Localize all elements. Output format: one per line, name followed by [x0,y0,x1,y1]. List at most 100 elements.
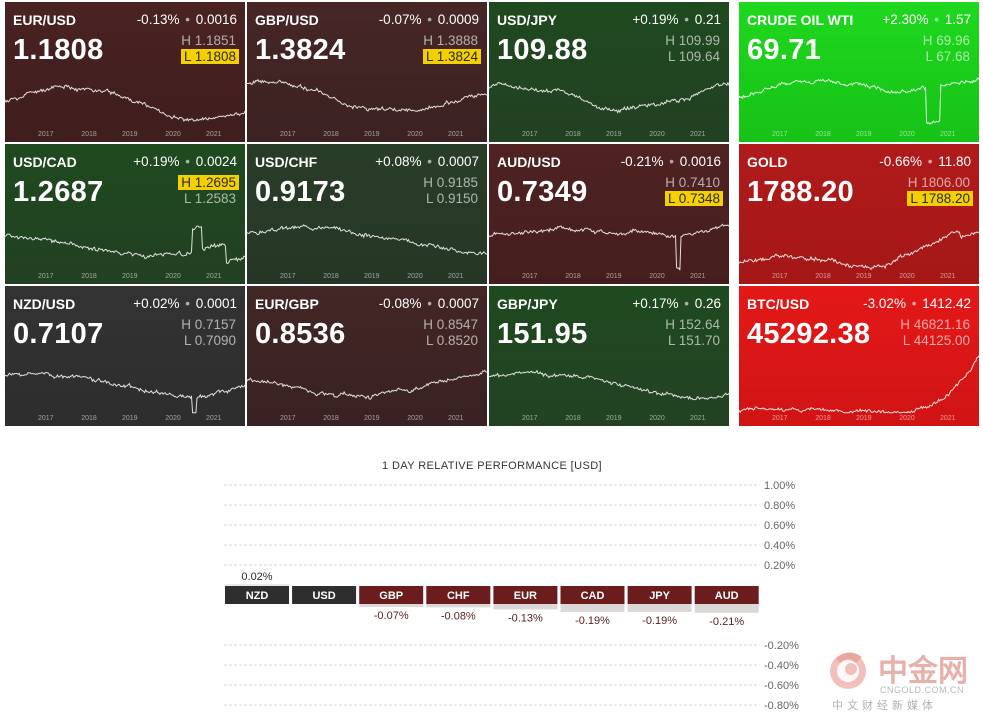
separator-dot-icon: • [423,12,436,27]
symbol-label: BTC/USD [747,296,810,312]
quote-tile[interactable]: GOLD -0.66% • 11.80 1788.20 H 1806.00 L … [739,144,979,284]
high-value: H 0.7157 [181,317,236,332]
symbol-label: GBP/JPY [497,296,558,312]
quote-tile[interactable]: BTC/USD -3.02% • 1412.42 45292.38 H 4682… [739,286,979,426]
year-label: 2019 [856,273,872,280]
watermark-tagline: 中文财经新媒体 [832,698,937,712]
year-label: 2021 [690,131,706,138]
price-value: 0.8536 [255,318,346,350]
low-number: 0.9150 [436,191,478,206]
quote-tile[interactable]: GBP/USD -0.07% • 0.0009 1.3824 H 1.3888 … [247,2,487,142]
low-value: L 0.8520 [425,333,478,348]
price-value: 69.71 [747,34,822,66]
year-label: 2019 [856,131,872,138]
year-label: 2019 [364,131,380,138]
change-absolute: 1.57 [944,12,971,27]
change-readout: +0.19% • 0.21 [632,12,721,27]
year-label: 2019 [856,415,872,422]
price-value: 45292.38 [747,318,871,350]
quote-tile[interactable]: CRUDE OIL WTI +2.30% • 1.57 69.71 H 69.9… [739,2,979,142]
quote-tile[interactable]: USD/JPY +0.19% • 0.21 109.88 H 109.99 L … [489,2,729,142]
low-value: L 1.1808 [180,49,239,64]
year-label: 2021 [940,415,956,422]
low-number: 151.70 [678,333,720,348]
low-value: L 0.7348 [664,191,723,206]
year-axis: 2017 2018 2019 2020 2021 [5,131,245,141]
currency-block [359,586,424,604]
currency-label: JPY [649,590,670,602]
price-history-line [489,81,729,114]
quote-tile[interactable]: AUD/USD -0.21% • 0.0016 0.7349 H 0.7410 … [489,144,729,284]
year-label: 2020 [649,131,665,138]
currency-label: CAD [581,590,605,602]
high-number: 0.7157 [194,317,236,332]
change-readout: -0.08% • 0.0007 [379,296,479,311]
sparkline [5,371,245,414]
sparkline [247,224,487,256]
change-percent: -0.13% [136,12,180,27]
symbol-label: AUD/USD [497,154,561,170]
year-label: 2018 [81,273,97,280]
year-label: 2017 [280,273,296,280]
y-tick-label: 0.40% [764,540,795,552]
value-label: -0.21% [709,616,744,628]
year-label: 2018 [81,131,97,138]
change-percent: -0.08% [378,296,422,311]
low-number: 1.3824 [436,49,478,64]
high-value: H 0.8547 [423,317,478,332]
high-value: H 69.96 [922,33,970,48]
year-axis: 2017 2018 2019 2020 2021 [247,273,487,283]
year-label: 2019 [122,131,138,138]
price-history-line [247,224,487,256]
separator-dot-icon: • [930,12,943,27]
high-value: H 0.9185 [423,175,478,190]
cngold-logo-icon: 中金网 CNGOLD.COM.CN 中文财经新媒体 [830,652,968,712]
price-history-line [489,223,729,271]
quote-tile[interactable]: EUR/USD -0.13% • 0.0016 1.1808 H 1.1851 … [5,2,245,142]
performance-bar [225,584,289,586]
separator-dot-icon: • [923,154,937,169]
high-value: H 1.2695 [178,175,239,190]
year-label: 2021 [690,273,706,280]
price-value: 151.95 [497,318,588,350]
year-label: 2019 [606,415,622,422]
change-absolute: 1412.42 [922,296,971,311]
performance-bar [426,604,491,608]
quote-tile[interactable]: EUR/GBP -0.08% • 0.0007 0.8536 H 0.8547 … [247,286,487,426]
year-label: 2020 [165,415,181,422]
year-label: 2018 [323,131,339,138]
watermark-domain: CNGOLD.COM.CN [880,685,964,695]
year-label: 2019 [364,273,380,280]
sparkline [489,81,729,114]
quote-tile[interactable]: USD/CAD +0.19% • 0.0024 1.2687 H 1.2695 … [5,144,245,284]
quote-tile[interactable]: USD/CHF +0.08% • 0.0007 0.9173 H 0.9185 … [247,144,487,284]
year-label: 2021 [690,415,706,422]
performance-bars: 1.00% 0.80% 0.60% 0.40% 0.20% -0.20% -0.40% -0.… [224,480,799,712]
y-tick-label: 0.80% [764,500,795,512]
year-axis: 2017 2018 2019 2020 2021 [5,415,245,425]
high-number: 0.8547 [436,317,478,332]
change-readout: -0.07% • 0.0009 [379,12,479,27]
year-label: 2021 [206,415,222,422]
low-number: 0.7348 [678,191,720,206]
price-value: 1.3824 [255,34,346,66]
low-value: L 151.70 [667,333,720,348]
change-absolute: 11.80 [938,154,971,169]
year-label: 2021 [206,131,222,138]
quote-tile[interactable]: GBP/JPY +0.17% • 0.26 151.95 H 152.64 L … [489,286,729,426]
quote-tile[interactable]: NZD/USD +0.02% • 0.0001 0.7107 H 0.7157 … [5,286,245,426]
performance-bar [627,604,692,612]
change-percent: +0.02% [133,296,180,311]
change-readout: +0.17% • 0.26 [632,296,721,311]
sparkline [739,355,979,414]
high-value: H 109.99 [665,33,720,48]
price-history-line [739,355,979,414]
price-history-line [739,230,979,271]
high-number: 1.3888 [436,33,478,48]
separator-dot-icon: • [181,154,194,169]
year-label: 2021 [940,131,956,138]
price-history-line [5,371,245,414]
low-value: L 67.68 [925,49,970,64]
price-value: 1788.20 [747,176,854,208]
price-history-line [489,369,729,401]
